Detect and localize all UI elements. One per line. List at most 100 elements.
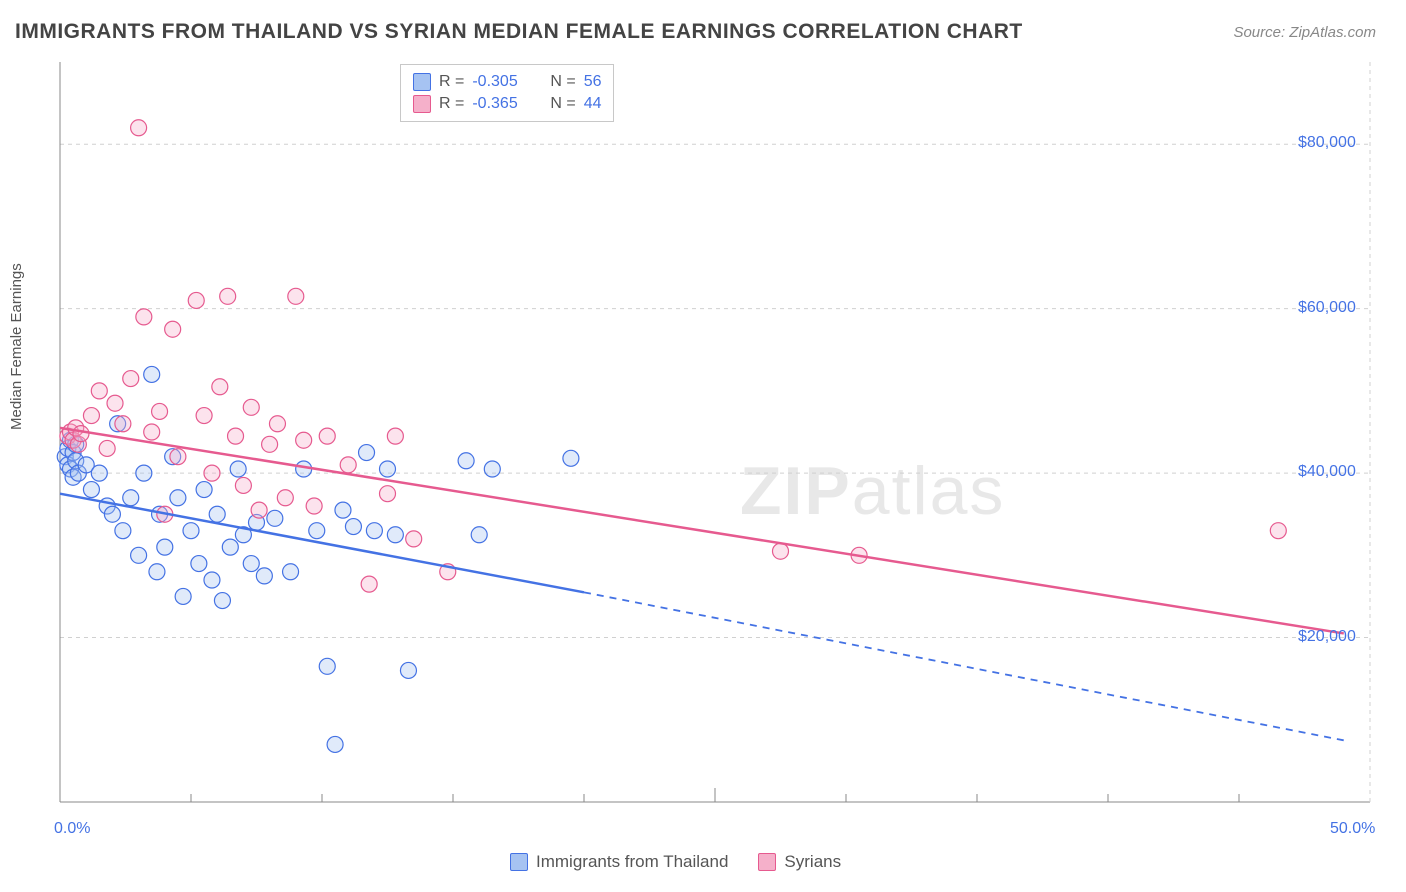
scatter-point <box>123 371 139 387</box>
scatter-point <box>251 502 267 518</box>
scatter-point <box>149 564 165 580</box>
scatter-point <box>773 543 789 559</box>
scatter-point <box>131 120 147 136</box>
scatter-point <box>256 568 272 584</box>
scatter-point <box>243 399 259 415</box>
scatter-point <box>228 428 244 444</box>
scatter-point <box>400 662 416 678</box>
scatter-point <box>104 506 120 522</box>
legend-n-label: N = <box>550 93 575 115</box>
scatter-point <box>214 593 230 609</box>
legend-n-label: N = <box>550 71 575 93</box>
scatter-point <box>309 523 325 539</box>
scatter-point <box>288 288 304 304</box>
scatter-point <box>387 428 403 444</box>
scatter-point <box>83 408 99 424</box>
scatter-point <box>563 450 579 466</box>
scatter-point <box>361 576 377 592</box>
scatter-point <box>359 445 375 461</box>
series-legend-item: Syrians <box>758 852 841 872</box>
legend-n-value: 44 <box>584 93 602 115</box>
scatter-point <box>366 523 382 539</box>
series-legend-label: Syrians <box>784 852 841 872</box>
legend-swatch <box>510 853 528 871</box>
scatter-point <box>204 572 220 588</box>
scatter-point <box>136 465 152 481</box>
scatter-point <box>335 502 351 518</box>
scatter-point <box>235 477 251 493</box>
scatter-point <box>380 486 396 502</box>
scatter-point <box>212 379 228 395</box>
scatter-point <box>144 424 160 440</box>
scatter-point <box>319 658 335 674</box>
scatter-point <box>262 436 278 452</box>
legend-r-value: -0.365 <box>472 93 532 115</box>
x-tick-label: 0.0% <box>54 820 90 838</box>
scatter-point <box>220 288 236 304</box>
scatter-point <box>183 523 199 539</box>
legend-swatch <box>413 95 431 113</box>
y-tick-label: $80,000 <box>1298 134 1356 152</box>
scatter-point <box>91 465 107 481</box>
legend-swatch <box>413 73 431 91</box>
scatter-point <box>471 527 487 543</box>
scatter-point <box>175 588 191 604</box>
scatter-point <box>277 490 293 506</box>
scatter-point <box>165 321 181 337</box>
series-legend: Immigrants from Thailand Syrians <box>510 852 841 872</box>
scatter-point <box>319 428 335 444</box>
scatter-point <box>157 539 173 555</box>
scatter-point <box>269 416 285 432</box>
scatter-point <box>267 510 283 526</box>
x-tick-label: 50.0% <box>1330 820 1375 838</box>
legend-r-label: R = <box>439 93 464 115</box>
scatter-chart-svg <box>50 62 1380 822</box>
scatter-point <box>406 531 422 547</box>
scatter-point <box>107 395 123 411</box>
scatter-point <box>91 383 107 399</box>
scatter-point <box>99 440 115 456</box>
scatter-point <box>380 461 396 477</box>
scatter-point <box>327 736 343 752</box>
scatter-point <box>209 506 225 522</box>
legend-r-value: -0.305 <box>472 71 532 93</box>
legend-swatch <box>758 853 776 871</box>
chart-title: IMMIGRANTS FROM THAILAND VS SYRIAN MEDIA… <box>15 20 1023 44</box>
scatter-point <box>144 366 160 382</box>
scatter-point <box>296 432 312 448</box>
scatter-point <box>152 403 168 419</box>
scatter-point <box>243 556 259 572</box>
scatter-point <box>340 457 356 473</box>
scatter-point <box>230 461 246 477</box>
legend-n-value: 56 <box>584 71 602 93</box>
scatter-point <box>83 482 99 498</box>
series-legend-label: Immigrants from Thailand <box>536 852 728 872</box>
scatter-point <box>191 556 207 572</box>
scatter-point <box>170 490 186 506</box>
scatter-point <box>123 490 139 506</box>
scatter-point <box>73 426 89 442</box>
legend-r-label: R = <box>439 71 464 93</box>
scatter-point <box>170 449 186 465</box>
scatter-point <box>204 465 220 481</box>
scatter-point <box>115 523 131 539</box>
source-attribution: Source: ZipAtlas.com <box>1233 24 1376 41</box>
scatter-point <box>115 416 131 432</box>
scatter-point <box>345 519 361 535</box>
scatter-point <box>283 564 299 580</box>
legend-row: R = -0.305 N = 56 <box>413 71 601 93</box>
scatter-point <box>458 453 474 469</box>
scatter-point <box>196 482 212 498</box>
y-tick-label: $20,000 <box>1298 628 1356 646</box>
y-axis-label: Median Female Earnings <box>8 263 25 430</box>
correlation-legend: R = -0.305 N = 56 R = -0.365 N = 44 <box>400 64 614 122</box>
y-tick-label: $60,000 <box>1298 299 1356 317</box>
scatter-point <box>222 539 238 555</box>
legend-row: R = -0.365 N = 44 <box>413 93 601 115</box>
series-legend-item: Immigrants from Thailand <box>510 852 728 872</box>
scatter-point <box>188 292 204 308</box>
scatter-point <box>306 498 322 514</box>
scatter-point <box>136 309 152 325</box>
scatter-point <box>131 547 147 563</box>
y-tick-label: $40,000 <box>1298 463 1356 481</box>
